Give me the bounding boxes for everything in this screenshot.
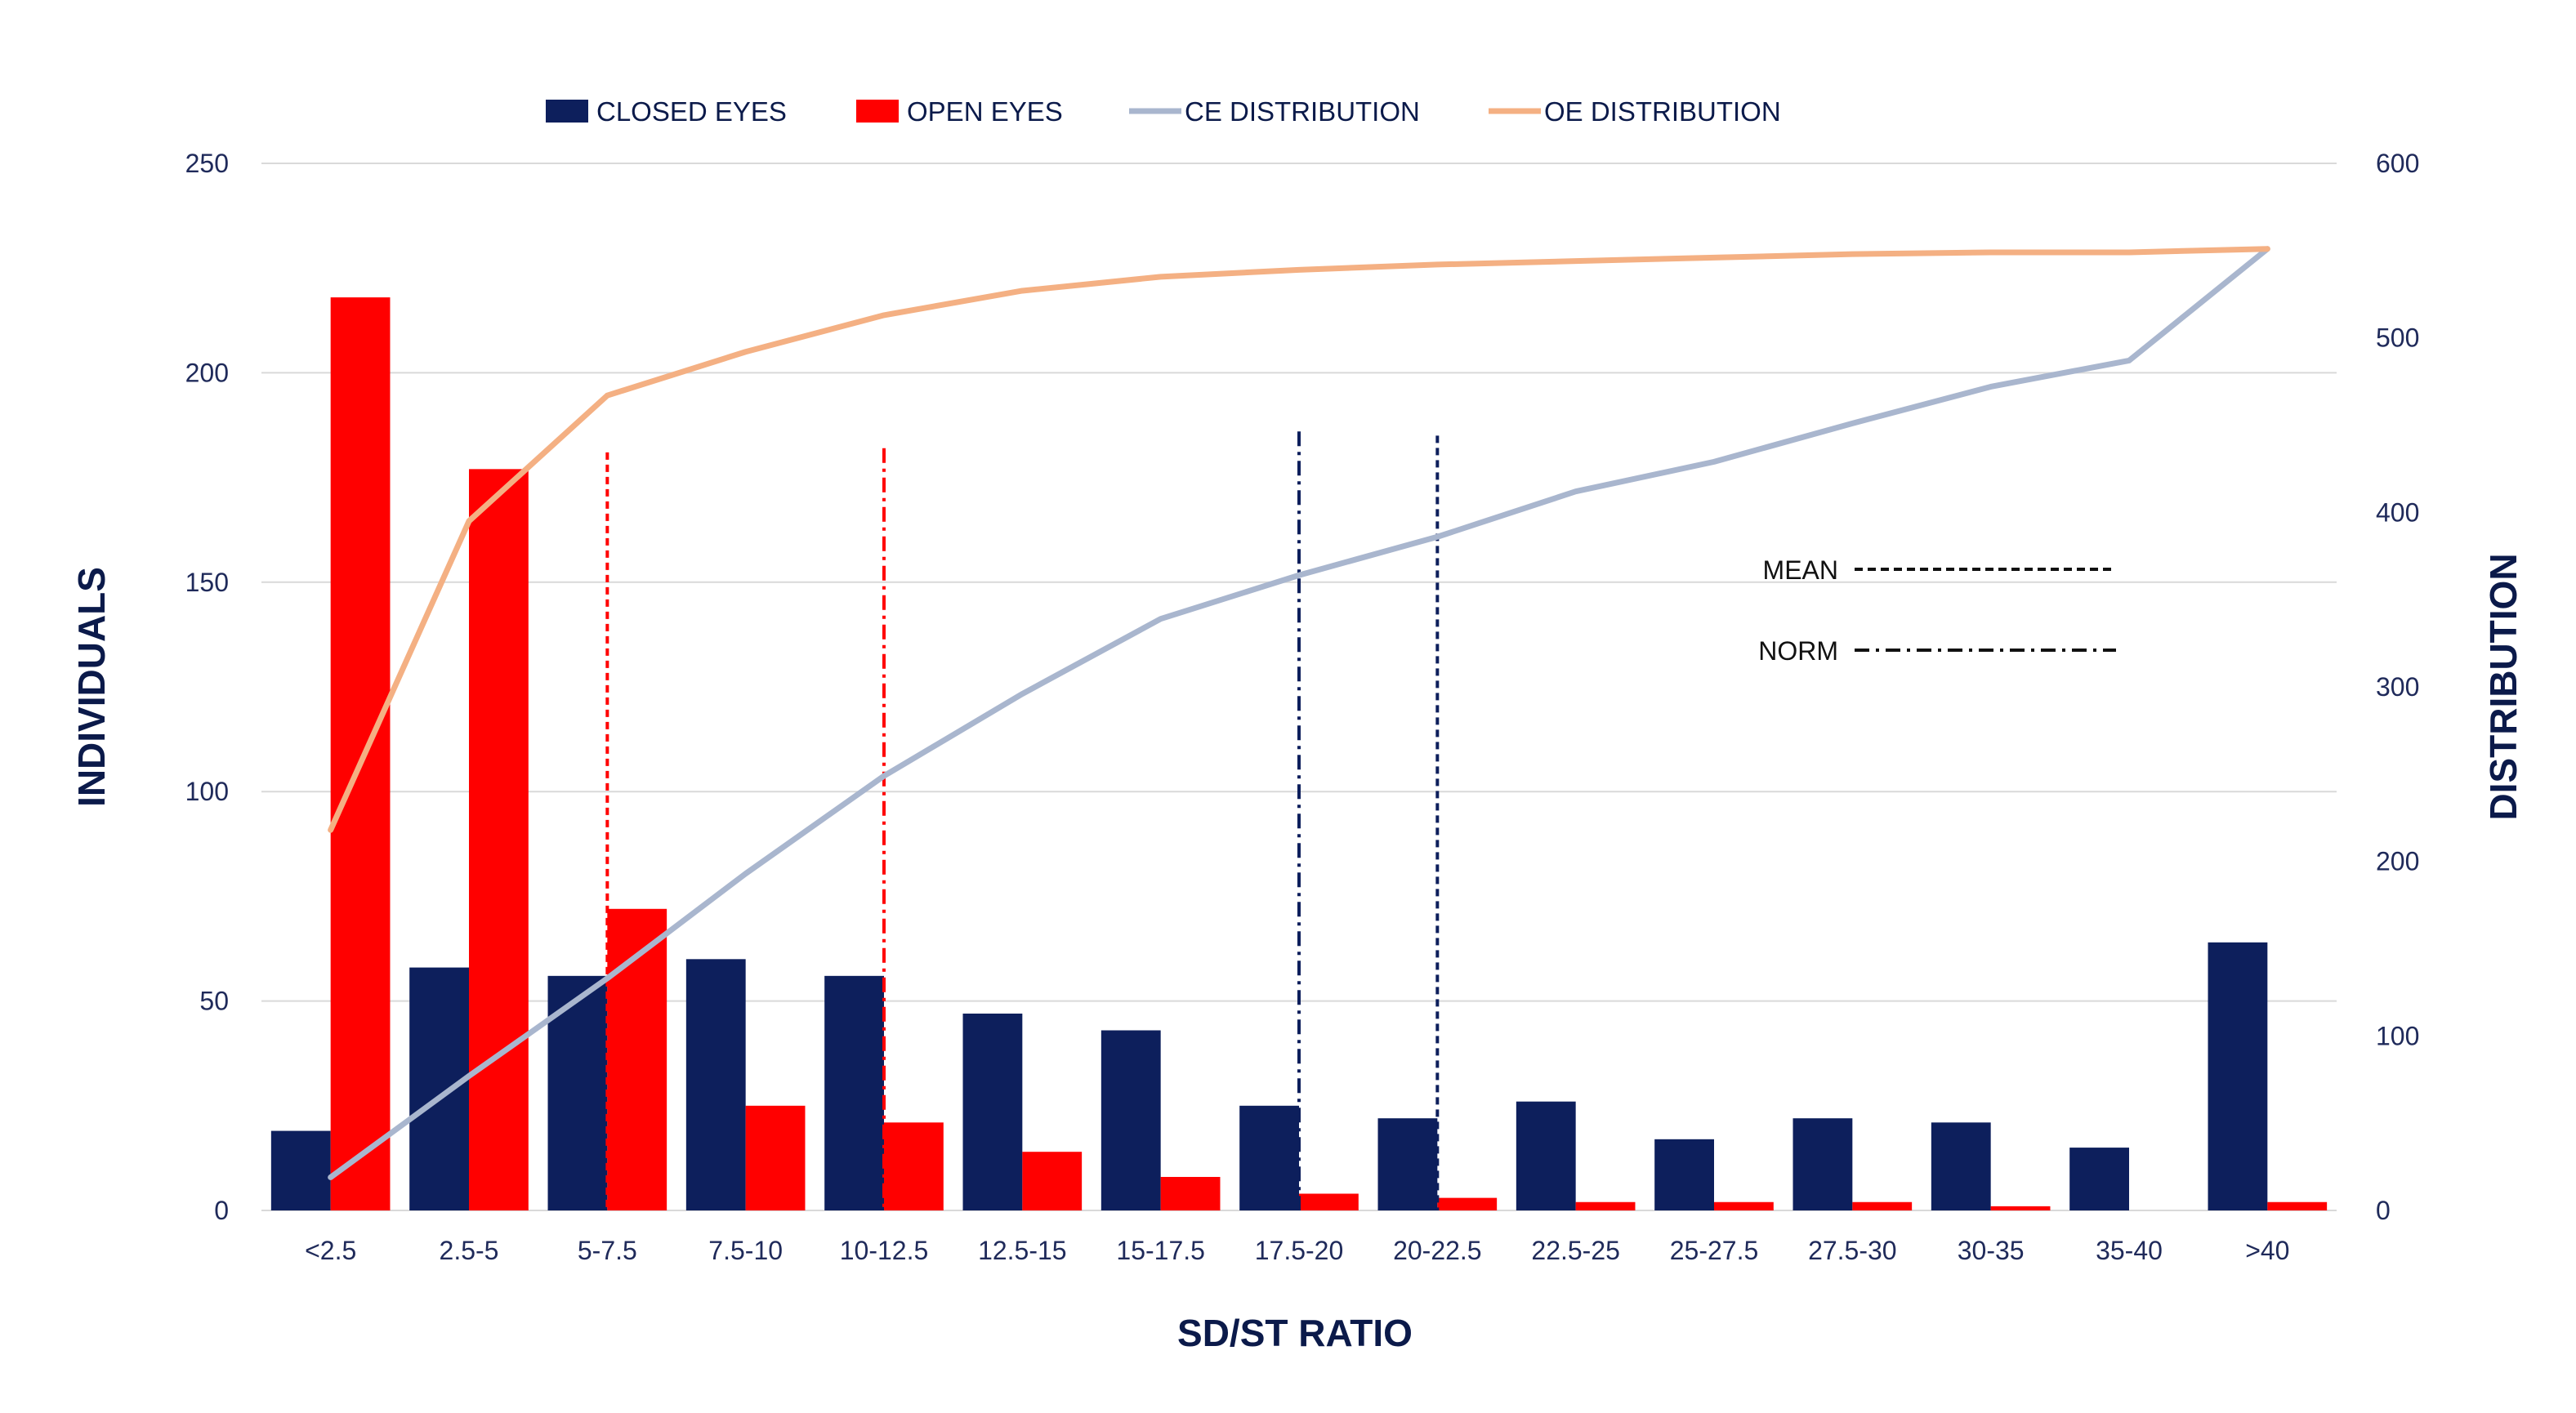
bar-closed-eyes [2208, 942, 2268, 1210]
bar-open-eyes [1575, 1201, 1636, 1210]
distribution-lines [328, 246, 2270, 1180]
x-tick-label: 5-7.5 [578, 1236, 637, 1265]
key-label-norm: NORM [1758, 636, 1838, 666]
x-tick-label: 22.5-25 [1531, 1236, 1620, 1265]
line-ce-distribution [328, 246, 2270, 1180]
x-tick-label: 25-27.5 [1670, 1236, 1759, 1265]
bar-open-eyes [884, 1122, 944, 1210]
x-tick-label: 35-40 [2096, 1236, 2163, 1265]
bar-open-eyes [1990, 1206, 2051, 1210]
legend-label: OE DISTRIBUTION [1544, 96, 1781, 127]
y-right-tick-label: 0 [2376, 1196, 2391, 1225]
bar-closed-eyes [1516, 1101, 1576, 1210]
bar-open-eyes [469, 469, 529, 1210]
line-oe-distribution [328, 246, 2270, 833]
y-left-tick-label: 200 [185, 358, 229, 387]
y-right-tick-label: 400 [2376, 497, 2419, 527]
x-tick-label: <2.5 [305, 1236, 356, 1265]
bar-closed-eyes [685, 959, 746, 1210]
bar-open-eyes [745, 1105, 806, 1210]
legend-label: CE DISTRIBUTION [1185, 96, 1420, 127]
bar-open-eyes [1437, 1197, 1498, 1210]
x-tick-label: 27.5-30 [1808, 1236, 1897, 1265]
x-tick-label: 17.5-20 [1255, 1236, 1344, 1265]
y-right-tick-label: 500 [2376, 323, 2419, 353]
bar-closed-eyes [824, 975, 884, 1210]
bar-closed-eyes [2069, 1148, 2129, 1210]
legend-swatch [856, 100, 899, 123]
y-right-tick-label: 100 [2376, 1021, 2419, 1050]
bar-open-eyes [1022, 1152, 1083, 1210]
key-label-mean: MEAN [1763, 555, 1838, 585]
x-tick-label: 10-12.5 [840, 1236, 929, 1265]
x-axis-title: SD/ST RATIO [1177, 1312, 1413, 1354]
x-tick-label: 12.5-15 [978, 1236, 1067, 1265]
line-style-key: MEAN NORM [1758, 555, 2116, 666]
y-left-tick-label: 50 [199, 987, 229, 1016]
legend: CLOSED EYES OPEN EYES CE DISTRIBUTION OE DI… [546, 96, 1781, 127]
bar-open-eyes [330, 297, 391, 1211]
bar-open-eyes [2267, 1201, 2328, 1210]
x-tick-label: 2.5-5 [440, 1236, 499, 1265]
bar-closed-eyes [1792, 1118, 1853, 1210]
y-right-tick-label: 600 [2376, 149, 2419, 178]
x-tick-label: 15-17.5 [1116, 1236, 1205, 1265]
legend-swatch [546, 100, 588, 123]
x-tick-label: 7.5-10 [708, 1236, 783, 1265]
y-left-tick-label: 250 [185, 149, 229, 178]
x-tick-label: 20-22.5 [1393, 1236, 1482, 1265]
bar-closed-eyes [1377, 1118, 1438, 1210]
y-axis-title-left: INDIVIDUALS [70, 567, 113, 807]
reference-lines [605, 431, 1440, 1210]
bar-open-eyes [1299, 1193, 1359, 1210]
y-right-tick-label: 200 [2376, 847, 2419, 876]
y-right-tick-label: 300 [2376, 672, 2419, 702]
bar-open-eyes [1852, 1201, 1913, 1210]
bar-closed-eyes [1931, 1122, 1991, 1210]
bar-closed-eyes [962, 1013, 1023, 1210]
bar-closed-eyes [409, 967, 469, 1210]
bar-closed-eyes [1654, 1139, 1714, 1210]
y-left-tick-label: 0 [214, 1196, 229, 1225]
bar-open-eyes [1160, 1176, 1221, 1210]
bars [270, 297, 2328, 1211]
x-tick-label: >40 [2245, 1236, 2289, 1265]
axes: 0 50 100 150 200 250 0 100 200 300 400 500 600 <2.5 2.… [70, 149, 2525, 1354]
bar-open-eyes [1714, 1201, 1774, 1210]
y-left-tick-label: 150 [185, 568, 229, 597]
y-axis-title-right: DISTRIBUTION [2482, 553, 2525, 820]
y-left-tick-label: 100 [185, 777, 229, 806]
x-tick-label: 30-35 [1958, 1236, 2025, 1265]
bar-closed-eyes [1239, 1105, 1299, 1210]
legend-label: OPEN EYES [907, 96, 1063, 127]
bar-closed-eyes [1100, 1030, 1161, 1210]
legend-label: CLOSED EYES [596, 96, 787, 127]
bar-closed-eyes [270, 1130, 331, 1210]
